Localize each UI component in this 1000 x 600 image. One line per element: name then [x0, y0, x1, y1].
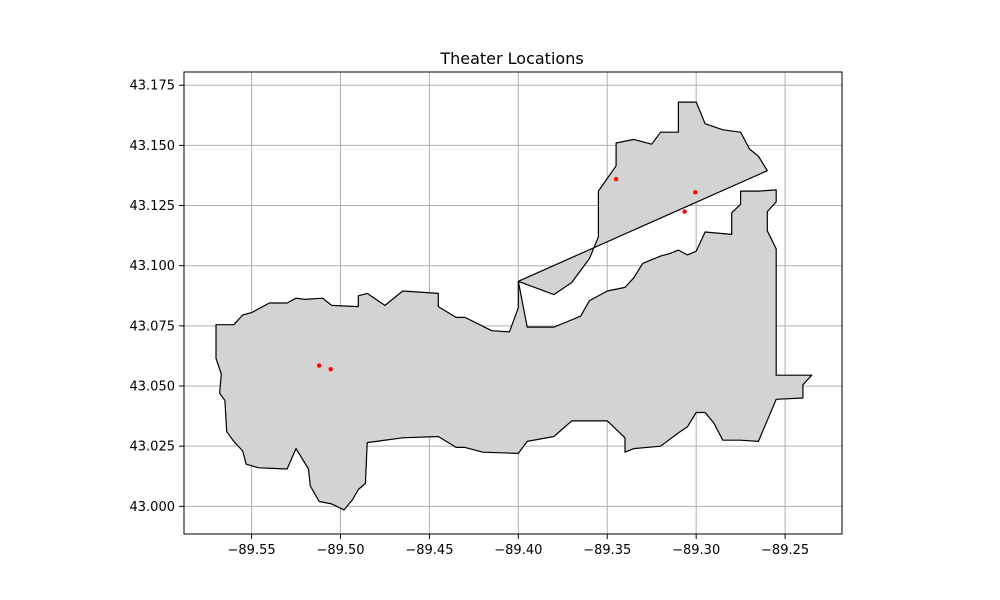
theater-point	[328, 367, 333, 372]
city-boundary-polygon	[215, 101, 813, 511]
chart-title: Theater Locations	[439, 49, 583, 68]
theater-point	[682, 209, 687, 214]
x-tick-label: −89.45	[405, 543, 453, 558]
y-tick-label: 43.125	[130, 199, 176, 214]
theater-point	[317, 363, 322, 368]
y-tick-label: 43.025	[130, 440, 176, 455]
theater-point	[613, 176, 619, 182]
x-tick-label: −89.40	[494, 543, 542, 558]
y-axis: 43.000 43.025 43.050 43.075 43.100 43.125 43.1…	[130, 79, 184, 515]
theater-point	[693, 190, 698, 195]
x-tick-label: −89.25	[761, 543, 809, 558]
plot-frame	[183, 71, 843, 535]
y-tick-label: 43.000	[130, 500, 176, 515]
x-axis: −89.55 −89.50 −89.45 −89.40 −89.35 −89.30 −89.…	[228, 534, 809, 558]
city-boundary	[215, 101, 813, 511]
x-tick-label: −89.50	[316, 543, 364, 558]
theater-points	[317, 176, 698, 372]
y-tick-label: 43.075	[130, 319, 176, 334]
y-tick-label: 43.100	[130, 259, 176, 274]
y-tick-label: 43.150	[130, 139, 176, 154]
x-tick-label: −89.30	[672, 543, 720, 558]
x-tick-label: −89.55	[228, 543, 276, 558]
y-tick-label: 43.050	[130, 380, 176, 395]
x-tick-label: −89.35	[583, 543, 631, 558]
y-tick-label: 43.175	[130, 79, 176, 94]
